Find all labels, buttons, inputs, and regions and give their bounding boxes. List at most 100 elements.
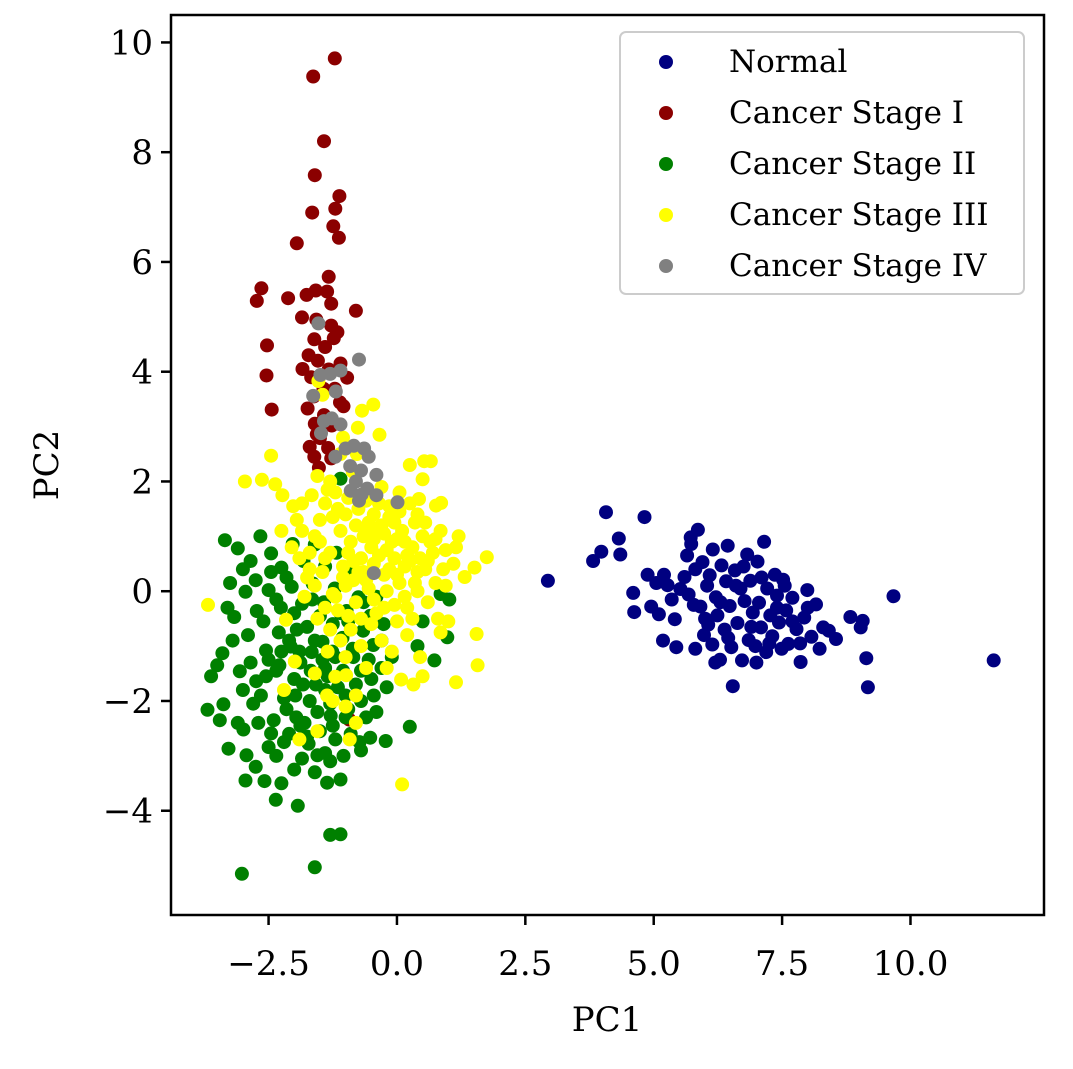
data-point (740, 547, 755, 562)
data-point (323, 827, 338, 842)
data-point (325, 587, 340, 601)
data-point (338, 650, 353, 665)
data-point (310, 724, 325, 739)
data-point (637, 510, 652, 525)
data-point (354, 743, 368, 758)
data-point (295, 496, 309, 511)
data-point (540, 573, 555, 588)
data-point (225, 633, 240, 648)
data-point (379, 661, 394, 675)
data-point (428, 532, 443, 547)
data-point (293, 718, 308, 733)
data-point (320, 775, 335, 790)
data-point (341, 608, 356, 623)
data-point (310, 469, 325, 483)
data-point (338, 699, 353, 714)
data-point (333, 363, 348, 378)
data-point (212, 713, 227, 728)
data-point (235, 562, 250, 577)
data-point (420, 595, 435, 610)
data-point (288, 688, 303, 703)
data-point (287, 672, 302, 686)
data-point (237, 474, 252, 489)
data-point (292, 732, 307, 747)
data-point (223, 576, 238, 590)
data-point (304, 645, 319, 660)
data-point (266, 713, 281, 728)
legend-label: Cancer Stage I (729, 95, 964, 131)
data-point (307, 666, 322, 681)
data-point (364, 617, 379, 632)
data-point (352, 352, 366, 367)
data-point (307, 332, 322, 347)
data-point (467, 560, 482, 575)
data-point (320, 644, 335, 659)
data-point (314, 426, 328, 441)
data-point (420, 554, 435, 568)
data-point (310, 611, 325, 626)
data-point (714, 558, 729, 573)
data-point (336, 748, 351, 763)
data-point (361, 449, 376, 464)
data-point (253, 688, 268, 703)
data-point (394, 672, 409, 687)
data-point (356, 565, 371, 579)
data-point (254, 472, 269, 487)
data-point (744, 619, 759, 634)
data-point (410, 639, 425, 654)
data-point (372, 427, 387, 442)
data-point (287, 654, 302, 669)
data-point (423, 454, 438, 469)
data-point (686, 597, 701, 612)
data-point (754, 570, 769, 585)
data-point (395, 777, 410, 792)
data-point (259, 669, 273, 684)
data-point (366, 592, 381, 607)
data-point (274, 776, 289, 791)
data-point (328, 201, 343, 216)
data-point (307, 529, 322, 544)
data-point (279, 702, 294, 717)
data-point (220, 600, 235, 615)
data-point (728, 578, 743, 593)
data-point (669, 640, 684, 655)
data-point (295, 523, 309, 538)
data-point (737, 594, 752, 609)
data-point (268, 792, 283, 807)
x-tick-label: 2.5 (498, 944, 552, 984)
data-point (268, 477, 283, 492)
data-point (702, 568, 717, 583)
data-point (626, 585, 641, 600)
data-point (376, 617, 391, 632)
y-axis-ticks: −4 −2 0 2 4 6 8 10 (103, 23, 171, 832)
data-point (667, 612, 682, 627)
legend-marker (659, 208, 673, 222)
legend-label: Normal (729, 44, 847, 80)
data-point (750, 554, 765, 569)
data-point (300, 401, 315, 416)
data-point (613, 547, 628, 562)
data-point (306, 388, 321, 403)
y-tick-label: 0 (131, 572, 153, 612)
data-point (369, 488, 384, 503)
data-point (328, 384, 343, 399)
data-point (320, 284, 335, 299)
data-point (271, 625, 286, 640)
data-point (770, 588, 784, 603)
data-point (251, 715, 266, 730)
data-point (346, 554, 361, 568)
data-point (289, 622, 304, 637)
data-point (829, 632, 843, 646)
x-axis-label: PC1 (572, 1000, 643, 1040)
data-point (241, 628, 255, 643)
data-point (308, 677, 323, 692)
data-point (328, 485, 343, 500)
data-point (321, 269, 336, 284)
data-point (264, 402, 279, 417)
data-point (354, 639, 368, 654)
data-point (310, 705, 325, 719)
data-point (217, 533, 232, 548)
data-point (451, 529, 466, 544)
data-point (326, 331, 341, 346)
data-point (402, 719, 417, 734)
